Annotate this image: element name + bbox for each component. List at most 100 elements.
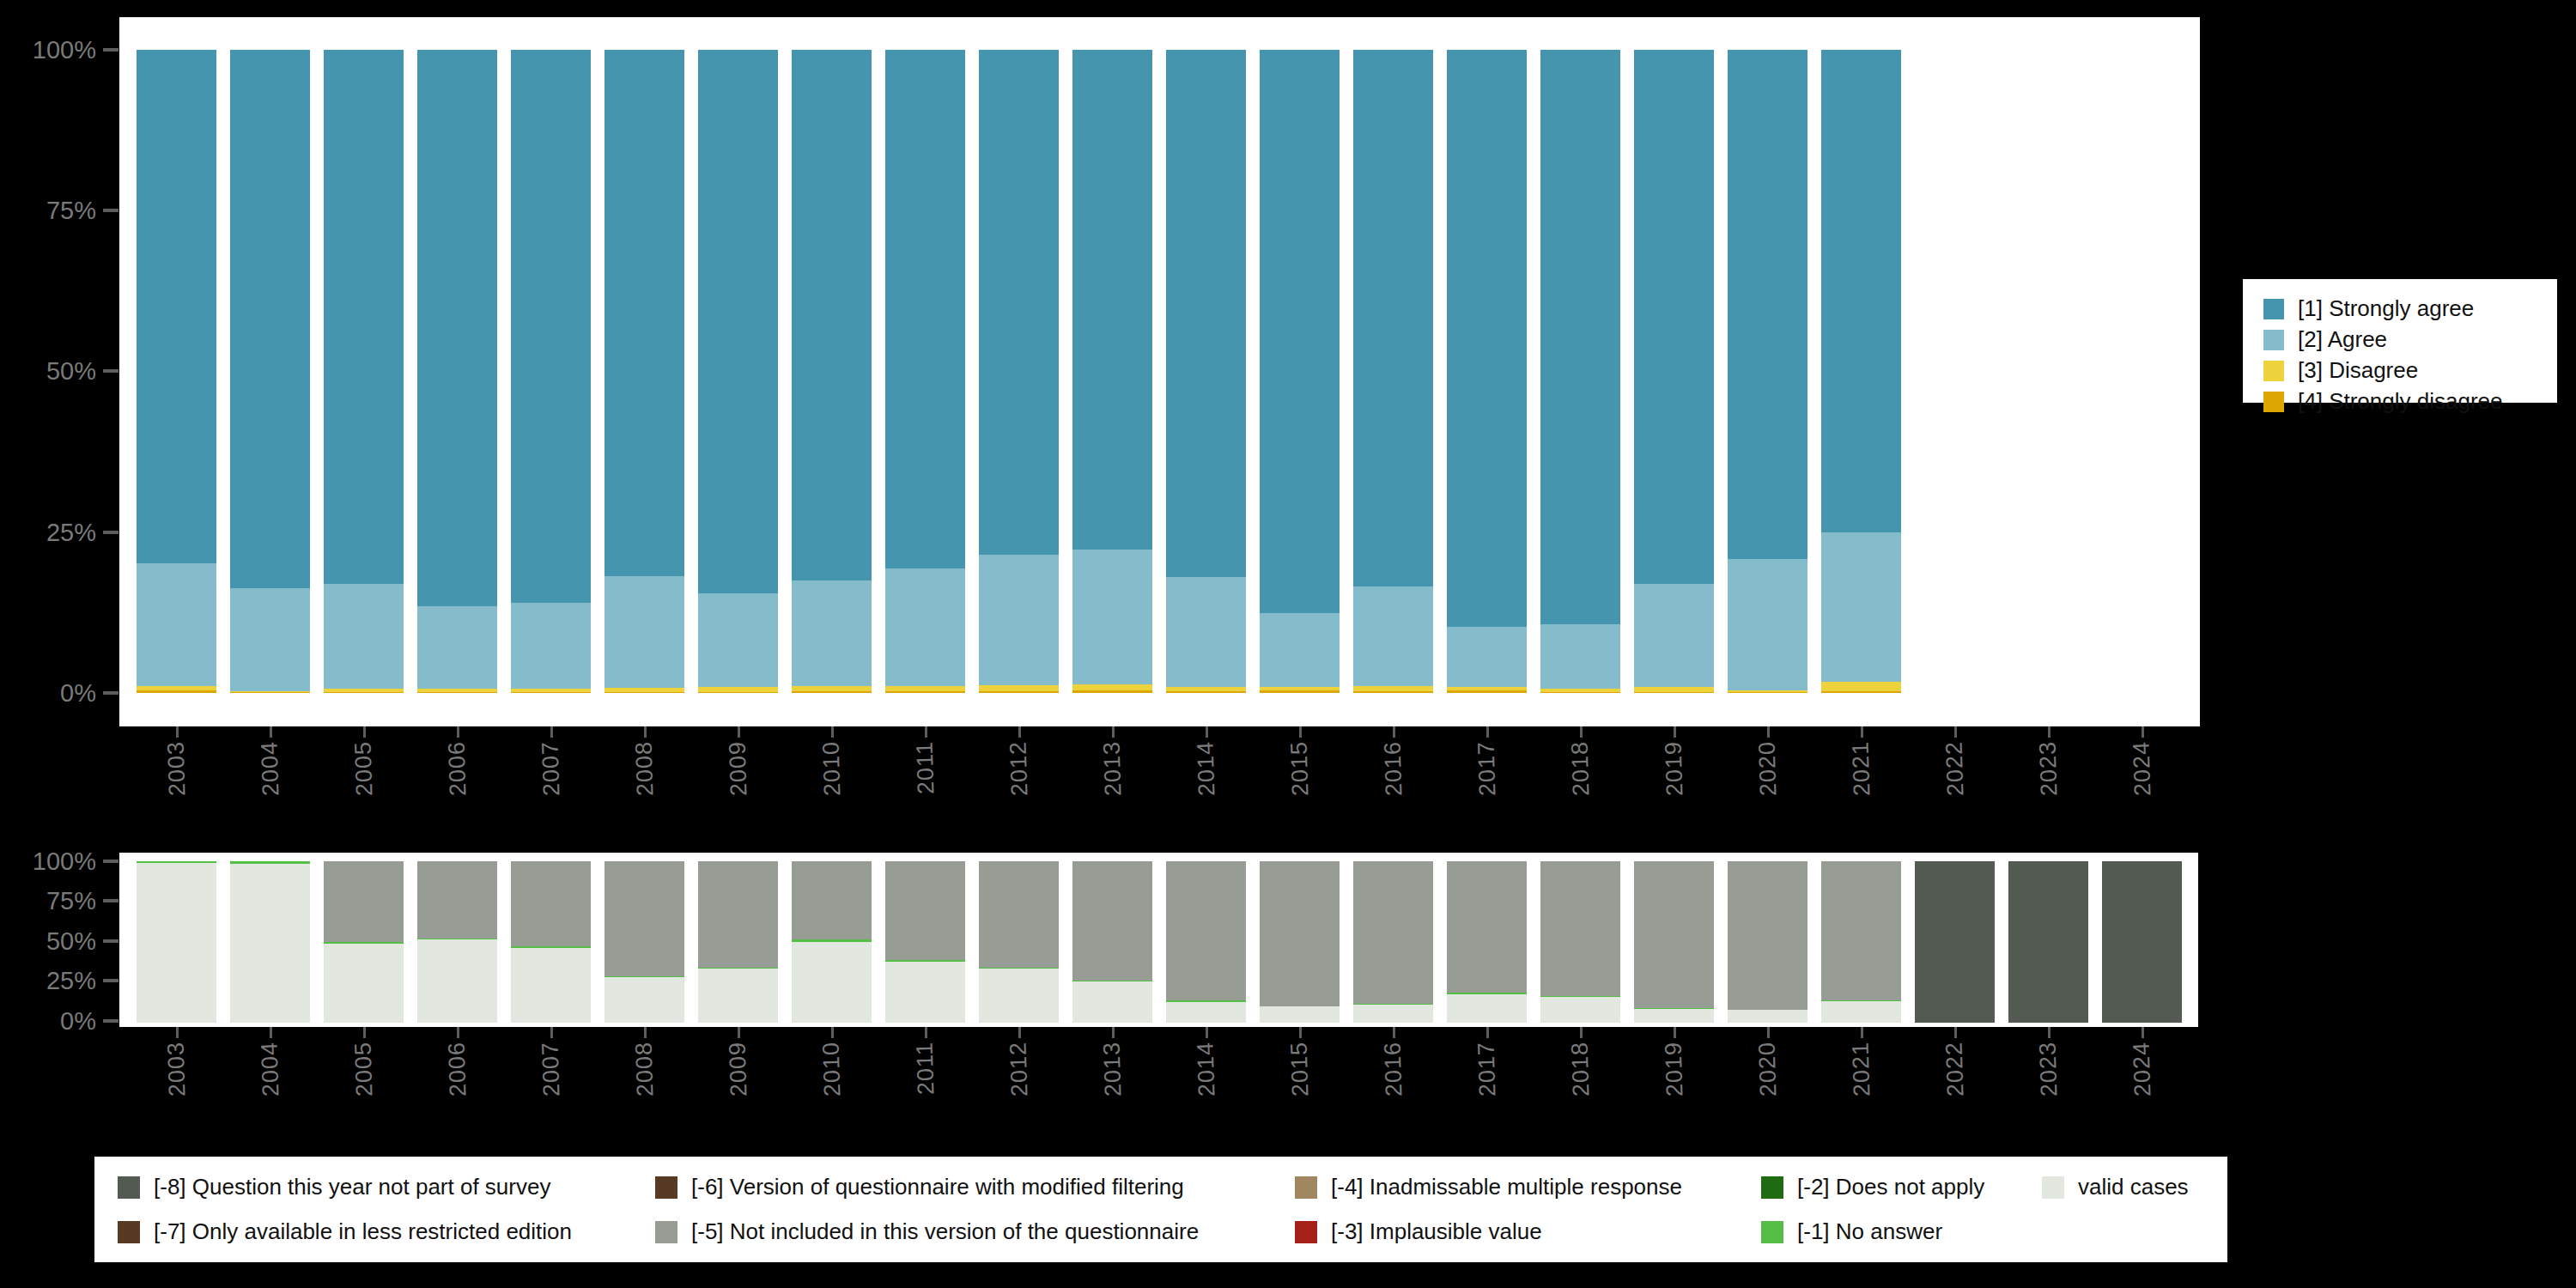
- legend-swatch-inadmissable_multiple: [1295, 1176, 1317, 1199]
- segment-strongly_agree-2017: [1447, 50, 1528, 627]
- y-tick-mark: [103, 860, 118, 863]
- x-tick-label-2014: 2014: [1193, 1042, 1219, 1097]
- x-tick-label-text: 2013: [1098, 1041, 1127, 1097]
- bar-slot-2020: [1721, 861, 1814, 1023]
- segment-not_included_version-2013: [1072, 861, 1153, 981]
- response-distribution-bars: [130, 50, 2189, 693]
- x-tick-label-text: 2019: [1660, 740, 1688, 796]
- bar-slot-2010: [785, 50, 878, 693]
- x-tick-mark: [1299, 1027, 1302, 1038]
- x-slot-2016: 2016: [1346, 726, 1440, 838]
- stacked-bar-2005: [324, 50, 404, 693]
- legend-item: [-1] No answer: [1761, 1218, 1942, 1245]
- missing-x-axis: 2003200420052006200720082009201020112012…: [130, 1027, 2189, 1139]
- x-tick-label-2017: 2017: [1473, 741, 1500, 796]
- stacked-bar-2010: [792, 50, 872, 693]
- y-tick-label: 50%: [0, 928, 96, 954]
- stacked-bar-2012: [979, 50, 1060, 693]
- segment-strongly_agree-2021: [1821, 50, 1902, 532]
- bar-slot-2004: [223, 50, 317, 693]
- segment-strongly_agree-2018: [1540, 50, 1621, 624]
- segment-agree-2016: [1353, 586, 1434, 685]
- bar-slot-2024: [2095, 50, 2189, 693]
- legend-swatch-valid_cases: [2042, 1176, 2064, 1199]
- x-tick-mark: [457, 1027, 459, 1038]
- bar-slot-2019: [1627, 861, 1721, 1023]
- y-tick-mark: [103, 369, 118, 373]
- segment-valid_cases-2014: [1166, 1002, 1247, 1023]
- legend-label: [-4] Inadmissable multiple response: [1331, 1174, 1682, 1200]
- segment-not_included_version-2012: [979, 861, 1060, 968]
- segment-not_part_of_survey-2023: [2008, 861, 2089, 1023]
- stacked-bar-2004: [230, 861, 311, 1023]
- stacked-bar-2024: [2102, 861, 2183, 1023]
- x-tick-mark: [457, 726, 459, 738]
- stacked-bar-2006: [417, 861, 498, 1023]
- stacked-bar-2013: [1072, 861, 1153, 1023]
- stacked-bar-2010: [792, 861, 872, 1023]
- x-tick-label-text: 2008: [630, 1041, 659, 1097]
- x-tick-label-2004: 2004: [257, 741, 283, 796]
- x-slot-2015: 2015: [1253, 726, 1346, 838]
- x-tick-label-text: 2010: [817, 1041, 846, 1097]
- x-tick-label-2012: 2012: [1005, 1042, 1032, 1097]
- x-tick-label-2006: 2006: [444, 741, 471, 796]
- x-tick-label-2013: 2013: [1099, 741, 1126, 796]
- response-x-axis: 2003200420052006200720082009201020112012…: [130, 726, 2189, 838]
- x-tick-label-2015: 2015: [1286, 741, 1313, 796]
- bar-slot-2003: [130, 861, 223, 1023]
- x-tick-label-text: 2010: [817, 740, 846, 796]
- legend-swatch-modified_filtering: [655, 1176, 677, 1199]
- x-tick-mark: [1954, 726, 1957, 738]
- legend-item: [-2] Does not apply: [1761, 1174, 1984, 1200]
- segment-strongly_disagree-2008: [605, 692, 685, 693]
- x-tick-mark: [1112, 1027, 1115, 1038]
- bar-slot-2014: [1159, 861, 1253, 1023]
- x-slot-2023: 2023: [2002, 1027, 2095, 1139]
- legend-swatch-strongly_disagree: [2263, 392, 2284, 412]
- bar-slot-2012: [972, 861, 1066, 1023]
- legend-label: [-7] Only available in less restricted e…: [154, 1218, 572, 1245]
- x-slot-2003: 2003: [130, 1027, 223, 1139]
- stacked-bar-2005: [324, 861, 404, 1023]
- missing-values-legend: [-8] Question this year not part of surv…: [94, 1157, 2227, 1262]
- bar-slot-2006: [410, 861, 504, 1023]
- segment-not_included_version-2016: [1353, 861, 1434, 1004]
- segment-strongly_disagree-2019: [1634, 692, 1715, 693]
- x-tick-label-2005: 2005: [350, 1042, 377, 1097]
- y-tick-mark: [103, 209, 118, 212]
- bar-slot-2017: [1440, 50, 1534, 693]
- segment-agree-2019: [1634, 584, 1715, 686]
- x-slot-2009: 2009: [691, 726, 785, 838]
- x-tick-label-text: 2019: [1660, 1041, 1688, 1097]
- x-tick-label-text: 2017: [1473, 740, 1501, 796]
- x-tick-mark: [644, 1027, 647, 1038]
- x-slot-2023: 2023: [2002, 726, 2095, 838]
- stacked-bar-2020: [1728, 50, 1808, 693]
- x-tick-label-text: 2007: [537, 740, 565, 796]
- x-tick-mark: [363, 1027, 366, 1038]
- y-tick-label: 25%: [0, 519, 96, 545]
- x-tick-mark: [831, 726, 834, 738]
- x-tick-mark: [738, 726, 740, 738]
- legend-label: valid cases: [2078, 1174, 2189, 1200]
- x-slot-2007: 2007: [504, 1027, 598, 1139]
- legend-item: valid cases: [2042, 1174, 2189, 1200]
- segment-valid_cases-2020: [1728, 1010, 1808, 1023]
- x-tick-label-2003: 2003: [163, 1042, 190, 1097]
- x-tick-label-2021: 2021: [1848, 1042, 1874, 1097]
- segment-disagree-2013: [1072, 684, 1153, 690]
- segment-strongly_disagree-2018: [1540, 692, 1621, 693]
- segment-agree-2013: [1072, 550, 1153, 684]
- segment-disagree-2012: [979, 685, 1060, 691]
- x-tick-label-text: 2024: [2128, 1041, 2156, 1097]
- legend-item: [4] Strongly disagree: [2263, 388, 2502, 415]
- y-tick-label: 75%: [0, 197, 96, 223]
- x-tick-mark: [1674, 1027, 1676, 1038]
- legend-item: [-7] Only available in less restricted e…: [118, 1218, 572, 1245]
- segment-agree-2017: [1447, 627, 1528, 687]
- segment-agree-2010: [792, 580, 872, 686]
- legend-item: [3] Disagree: [2263, 357, 2502, 384]
- segment-strongly_disagree-2016: [1353, 691, 1434, 693]
- segment-strongly_disagree-2012: [979, 691, 1060, 693]
